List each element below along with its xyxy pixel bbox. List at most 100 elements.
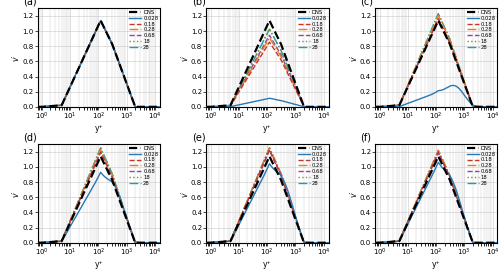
- 0.28: [276, 52, 282, 56]
- 0.28: [34, 105, 40, 109]
- 18: [101, 154, 107, 157]
- 28: [34, 241, 40, 244]
- 0.28: [135, 241, 141, 244]
- DNS: [94, 164, 100, 167]
- 0.028: [438, 165, 444, 169]
- Y-axis label: v′: v′: [180, 190, 190, 197]
- 0.18: [304, 241, 310, 244]
- 0.28: [326, 105, 332, 109]
- 18: [270, 154, 276, 157]
- 0.18: [436, 17, 442, 20]
- 0.28: [204, 241, 210, 244]
- Line: 28: 28: [38, 21, 160, 107]
- DNS: [262, 29, 268, 33]
- 0.28: [94, 28, 100, 31]
- 0.028: [494, 241, 500, 244]
- 18: [323, 105, 329, 109]
- DNS: [92, 165, 98, 169]
- 0.68: [492, 241, 498, 244]
- Line: 0.028: 0.028: [38, 21, 160, 107]
- 18: [438, 20, 444, 23]
- 0.28: [266, 36, 272, 39]
- 18: [431, 158, 437, 162]
- 28: [108, 39, 114, 42]
- 0.18: [262, 158, 268, 161]
- 0.28: [262, 156, 268, 159]
- 18: [262, 35, 268, 39]
- 0.68: [431, 26, 437, 30]
- 0.028: [473, 104, 479, 108]
- 0.028: [430, 171, 436, 175]
- 18: [101, 26, 107, 29]
- Legend: DNS, 0.028, 0.18, 0.28, 0.68, 18, 28: DNS, 0.028, 0.18, 0.28, 0.68, 18, 28: [466, 145, 496, 186]
- 0.18: [431, 26, 437, 30]
- Line: 28: 28: [206, 29, 329, 107]
- DNS: [372, 241, 378, 244]
- 0.68: [204, 241, 210, 244]
- 0.18: [276, 170, 282, 173]
- 0.18: [101, 158, 107, 161]
- DNS: [204, 241, 210, 244]
- X-axis label: y⁺: y⁺: [94, 124, 103, 133]
- DNS: [101, 26, 107, 29]
- 0.028: [266, 97, 272, 100]
- 28: [446, 34, 452, 37]
- 18: [154, 105, 160, 109]
- 18: [430, 23, 436, 27]
- DNS: [98, 19, 103, 22]
- 0.18: [98, 150, 103, 154]
- 0.28: [270, 154, 276, 157]
- 28: [154, 241, 160, 244]
- Line: 0.28: 0.28: [38, 21, 160, 107]
- 0.18: [157, 105, 163, 109]
- 18: [108, 39, 114, 42]
- Line: 0.028: 0.028: [38, 172, 160, 243]
- 0.28: [304, 241, 310, 244]
- 0.028: [157, 241, 163, 244]
- Line: 0.68: 0.68: [376, 153, 498, 243]
- 0.18: [34, 105, 40, 109]
- DNS: [430, 29, 436, 33]
- 0.18: [326, 241, 332, 244]
- 0.028: [323, 105, 329, 109]
- 0.028: [108, 39, 114, 42]
- DNS: [154, 241, 160, 244]
- 0.68: [473, 241, 479, 244]
- 0.18: [430, 162, 436, 165]
- DNS: [438, 162, 444, 165]
- Line: DNS: DNS: [38, 157, 160, 243]
- 0.028: [473, 241, 479, 244]
- 0.68: [108, 172, 114, 175]
- 0.028: [326, 241, 332, 244]
- 0.028: [34, 105, 40, 109]
- 0.028: [108, 179, 114, 182]
- 0.028: [98, 19, 103, 22]
- 0.18: [94, 160, 100, 163]
- 0.68: [101, 158, 107, 161]
- 0.68: [446, 38, 452, 41]
- 0.28: [446, 170, 452, 174]
- 0.68: [94, 28, 100, 31]
- 0.28: [92, 159, 98, 163]
- Line: DNS: DNS: [38, 21, 160, 107]
- 28: [262, 37, 268, 40]
- Line: 0.28: 0.28: [206, 38, 329, 107]
- 0.028: [92, 180, 98, 184]
- 0.18: [157, 241, 163, 244]
- 0.028: [323, 241, 329, 244]
- Line: 28: 28: [38, 148, 160, 243]
- 0.18: [372, 105, 378, 109]
- 0.28: [372, 105, 378, 109]
- 0.28: [276, 169, 282, 172]
- 0.28: [372, 241, 378, 244]
- DNS: [270, 26, 276, 29]
- 28: [430, 160, 436, 163]
- Line: 0.68: 0.68: [376, 19, 498, 107]
- 0.68: [262, 160, 268, 163]
- 0.68: [92, 29, 98, 33]
- 18: [304, 105, 310, 109]
- 0.18: [135, 241, 141, 244]
- 18: [372, 105, 378, 109]
- 0.68: [157, 105, 163, 109]
- 28: [326, 241, 332, 244]
